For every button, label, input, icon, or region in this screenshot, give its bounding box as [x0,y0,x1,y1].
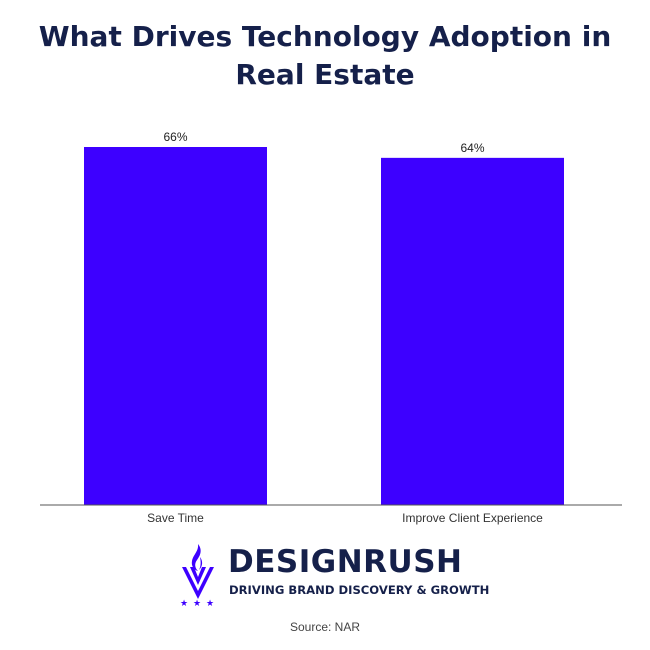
brand-name: DESIGNRUSH [228,544,463,580]
bar-chart: 66% Save Time 64% Improve Client Experience [40,130,622,525]
svg-text:★: ★ [180,599,188,607]
bars-group: 66% Save Time 64% Improve Client Experience [84,130,564,525]
svg-text:★: ★ [193,599,201,607]
designrush-flame-icon: ★ ★ ★ [180,544,214,607]
bar-improve-client-experience [381,157,564,505]
x-tick-label: Save Time [147,511,204,525]
source-note: Source: NAR [289,620,361,634]
x-tick-label: Improve Client Experience [402,511,543,525]
data-label: 64% [460,141,484,155]
designrush-logo: ★ ★ ★ DESIGNRUSH DRIVING BRAND DISCOVERY… [176,541,489,607]
svg-text:★: ★ [206,599,214,607]
chart-title: What Drives Technology Adoption in Real … [38,20,612,91]
data-label: 66% [163,130,187,144]
brand-tagline: DRIVING BRAND DISCOVERY & GROWTH [229,583,490,597]
bar-save-time [84,147,267,505]
